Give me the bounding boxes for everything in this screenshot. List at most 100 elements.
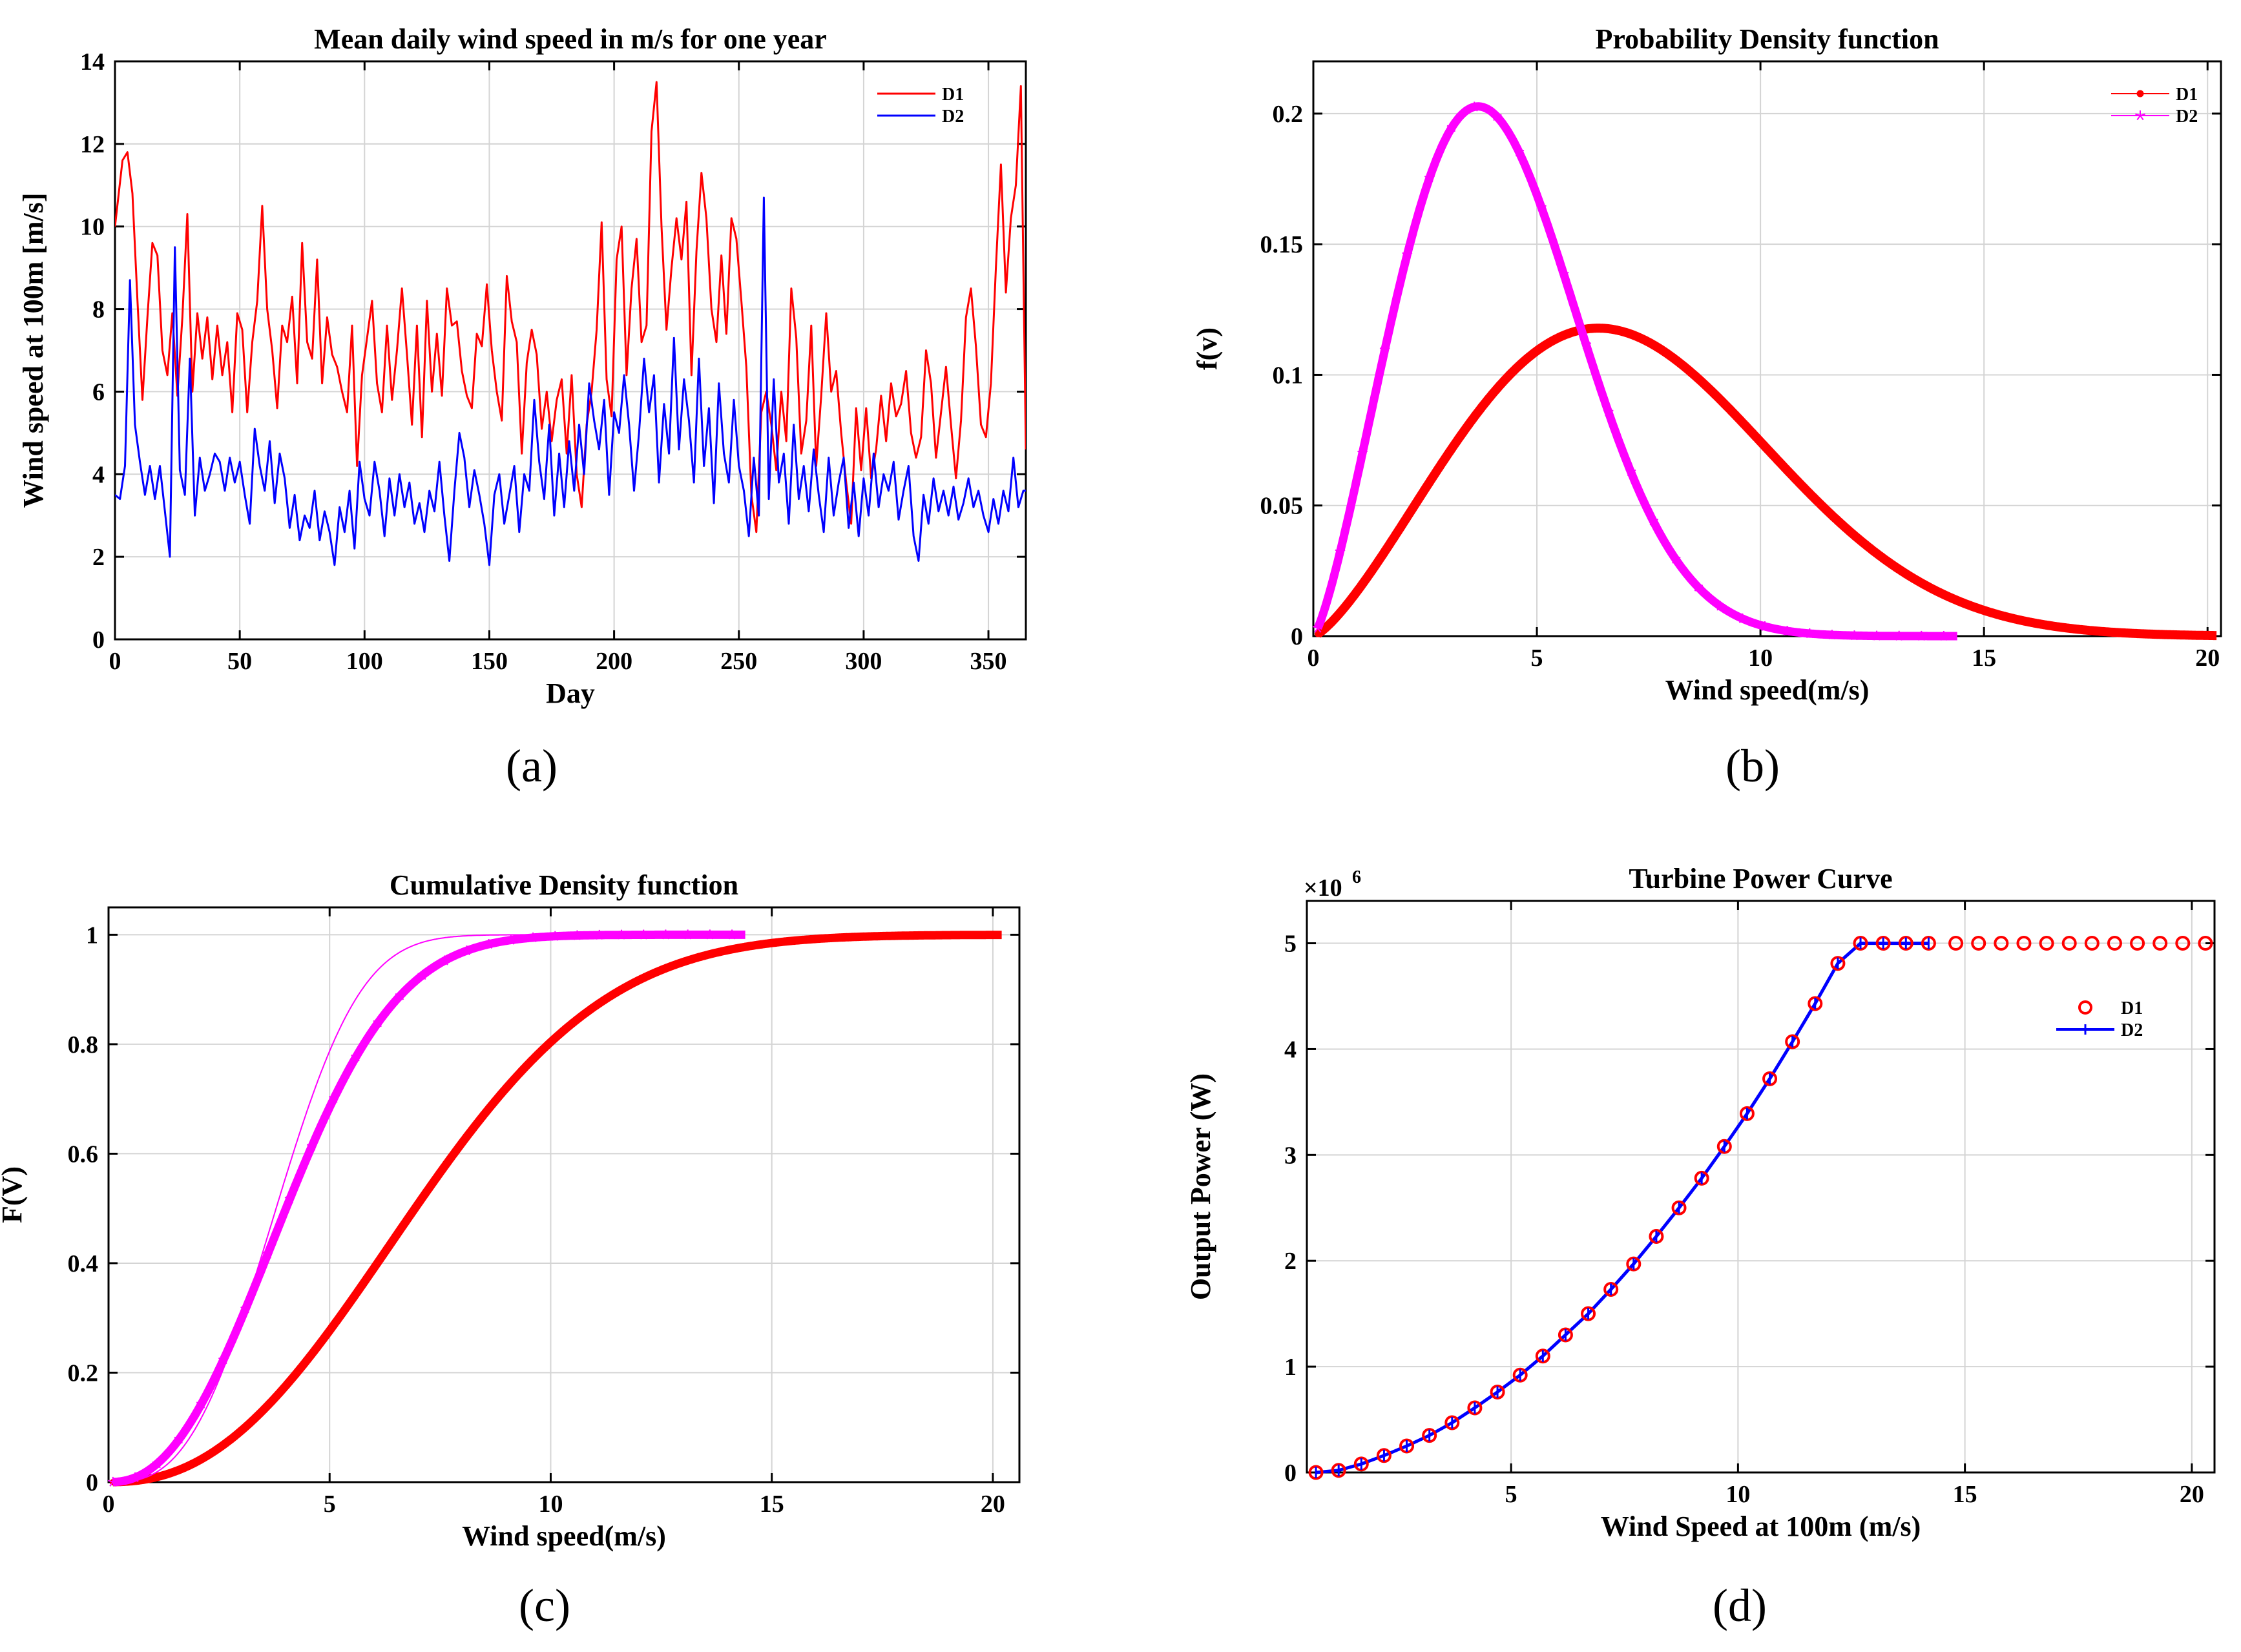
- panel-label-b: (b): [1725, 740, 1780, 792]
- a-xtick-label: 350: [970, 648, 1007, 675]
- c-series-d2-point: [107, 1476, 118, 1487]
- d-series-d1-point: [2061, 936, 2077, 951]
- c-ytick-label: 0.4: [68, 1250, 99, 1277]
- panel-a-wind-timeseries: 0 50 100 150 200 250 300 350 0 2 4 6 8 10 12 14 Mean dai…: [17, 23, 1027, 709]
- b-ytick-label: 0: [1291, 623, 1303, 650]
- b-series-d1-point: [1707, 387, 1715, 395]
- panel-label-c: (c): [519, 1580, 570, 1631]
- c-series-d1-point: [419, 1194, 426, 1201]
- c-series-d1-point: [574, 1016, 581, 1023]
- c-series-d1-point: [817, 935, 824, 942]
- c-series-d1-point: [220, 1441, 227, 1449]
- c-series-d1-point: [640, 975, 647, 982]
- c-series-d1-point: [264, 1402, 271, 1409]
- c-series-d2-point: [616, 929, 627, 940]
- a-xtick-label: 300: [845, 648, 882, 675]
- c-series-d1-point: [308, 1350, 315, 1358]
- d-series-d1-point: [2039, 936, 2054, 951]
- b-series-d1-point: [1831, 514, 1838, 521]
- d-series-d1-point: [1376, 1448, 1392, 1463]
- b-legend-label-d2: D2: [2176, 107, 2198, 127]
- b-series-d1-point: [1634, 333, 1641, 340]
- b-xtick-label: 15: [1972, 645, 1996, 672]
- c-series-d1-point: [994, 931, 1001, 938]
- c-series-d2-point: [196, 1398, 207, 1409]
- d-series-d1-point: [1512, 1367, 1528, 1383]
- d-series-d1-point: [1830, 956, 1846, 971]
- c-series-d2-point: [152, 1458, 163, 1469]
- b-series-d2-point: [1491, 111, 1502, 121]
- c-series-d2-point: [174, 1434, 185, 1444]
- c-series-d2-point: [660, 929, 671, 940]
- b-series-d1-point: [1364, 574, 1371, 581]
- b-series-d1-point: [1880, 555, 1887, 562]
- c-series-d2-point: [483, 938, 494, 949]
- b-series-d1-point: [1388, 537, 1395, 544]
- c-series-d1-point: [839, 934, 846, 941]
- b-series-d2-point: [1648, 515, 1658, 526]
- d-series-d1-point: [2107, 936, 2122, 951]
- c-ytick-label: 0.8: [68, 1031, 99, 1058]
- c-series-d1-point: [154, 1473, 161, 1480]
- d-legend-label-d1: D1: [2121, 998, 2143, 1018]
- b-series-d2-point: [1446, 122, 1457, 132]
- b-series-d2-point: [1670, 553, 1681, 564]
- d-series-d1-point: [1558, 1327, 1573, 1343]
- a-xlabel: Day: [546, 677, 595, 709]
- b-series-d2-point: [1402, 249, 1413, 260]
- b-series-d2-point: [1782, 625, 1793, 636]
- a-xtick-label: 150: [471, 648, 508, 675]
- d-series-d1-point: [1626, 1256, 1642, 1272]
- d-series-d1-point: [1716, 1139, 1732, 1154]
- d-series-d1-point: [2084, 936, 2100, 951]
- c-series-d2-point: [262, 1248, 273, 1259]
- c-series-d1-point: [684, 957, 691, 964]
- c-series-d2-point: [704, 929, 715, 940]
- c-xtick-label: 20: [981, 1491, 1005, 1518]
- d-series-d1-point: [1649, 1229, 1664, 1244]
- b-legend-marker: [2136, 90, 2144, 98]
- b-series-d1-point: [1658, 347, 1665, 354]
- d-series-d1-point: [1444, 1415, 1460, 1430]
- d-series-d1-point: [1785, 1034, 1800, 1049]
- c-series-d1-point: [729, 945, 736, 953]
- b-series-d2-point: [1737, 613, 1748, 623]
- d-series-d1-point: [2016, 936, 2032, 951]
- b-series-d2-point: [1916, 630, 1927, 641]
- b-series-d2-point: [1625, 466, 1636, 477]
- b-series-d1-point: [2175, 632, 2182, 639]
- b-title: Probability Density function: [1595, 23, 1939, 55]
- c-series-d1-point: [375, 1258, 382, 1265]
- a-title: Mean daily wind speed in m/s for one yea…: [314, 23, 827, 55]
- b-series-d2-curve: [1313, 102, 1961, 641]
- d-series-d1-point: [1490, 1384, 1505, 1399]
- b-series-d1-point: [2126, 630, 2133, 637]
- c-series-d1-point: [596, 1000, 603, 1007]
- d-legend-label-d2: D2: [2121, 1020, 2143, 1040]
- c-series-d2-point: [395, 990, 406, 1000]
- c-xlabel: Wind speed(m/s): [462, 1520, 666, 1552]
- d-series-d1-point: [1921, 936, 1936, 951]
- c-series-d2-curve: [109, 930, 749, 1487]
- c-series-d2-point: [417, 970, 428, 980]
- c-series-d1-point: [662, 965, 669, 972]
- b-series-d1-curve: [1314, 324, 2220, 641]
- c-xtick-label: 15: [760, 1491, 784, 1518]
- c-series-d1-point: [773, 939, 780, 946]
- b-series-d2-point: [1379, 344, 1390, 355]
- b-series-d1-point: [2101, 628, 2109, 635]
- c-series-d2-point: [550, 931, 561, 941]
- c-series-d2-point: [218, 1354, 229, 1365]
- b-series-d1-point: [2076, 626, 2083, 633]
- b-ytick-label: 0.15: [1260, 231, 1304, 258]
- c-series-d2-point: [727, 929, 738, 940]
- b-series-d2-point: [1938, 630, 1949, 641]
- c-series-d2-point: [505, 934, 516, 945]
- c-series-d1-point: [861, 933, 868, 940]
- c-series-d2-point: [284, 1193, 295, 1204]
- a-ytick-label: 10: [80, 214, 105, 241]
- d-ytick-label: 4: [1284, 1036, 1297, 1063]
- b-xtick-label: 0: [1308, 645, 1320, 672]
- panel-b-pdf: 0 5 10 15 20 0 0.05 0.1 0.15 0.2 Probability Densi…: [1191, 23, 2222, 706]
- c-series-d2-point: [682, 929, 693, 940]
